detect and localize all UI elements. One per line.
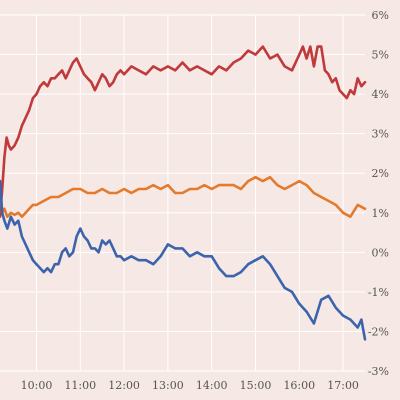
y-tick-label: 1% <box>372 207 389 220</box>
x-tick-label: 13:00 <box>152 379 184 392</box>
y-axis-ticks: 6% 5% 4% 3% 2% 1% 0% -1% -2% -3% <box>368 9 389 378</box>
x-tick-label: 15:00 <box>240 379 272 392</box>
series-line-3 <box>0 179 367 341</box>
y-tick-label: -2% <box>368 325 389 338</box>
x-tick-label: 12:00 <box>108 379 140 392</box>
y-tick-label: -3% <box>368 365 389 378</box>
y-tick-label: 4% <box>372 88 389 101</box>
series-line-1 <box>0 45 367 218</box>
x-tick-label: 14:00 <box>196 379 228 392</box>
y-tick-label: 0% <box>372 246 389 259</box>
x-tick-label: 11:00 <box>64 379 96 392</box>
y-tick-label: -1% <box>368 286 389 299</box>
y-tick-label: 5% <box>372 49 389 62</box>
series-layer <box>0 45 367 341</box>
x-tick-label: 16:00 <box>283 379 315 392</box>
x-tick-label: 10:00 <box>21 379 53 392</box>
x-tick-label: 17:00 <box>327 379 359 392</box>
series-line-2 <box>0 175 367 218</box>
y-tick-label: 3% <box>372 128 389 141</box>
y-tick-label: 2% <box>372 167 389 180</box>
y-tick-label: 6% <box>372 9 389 22</box>
x-axis-ticks: 10:00 11:00 12:00 13:00 14:00 15:00 16:00 17:00 <box>21 379 359 392</box>
grid <box>0 14 365 372</box>
